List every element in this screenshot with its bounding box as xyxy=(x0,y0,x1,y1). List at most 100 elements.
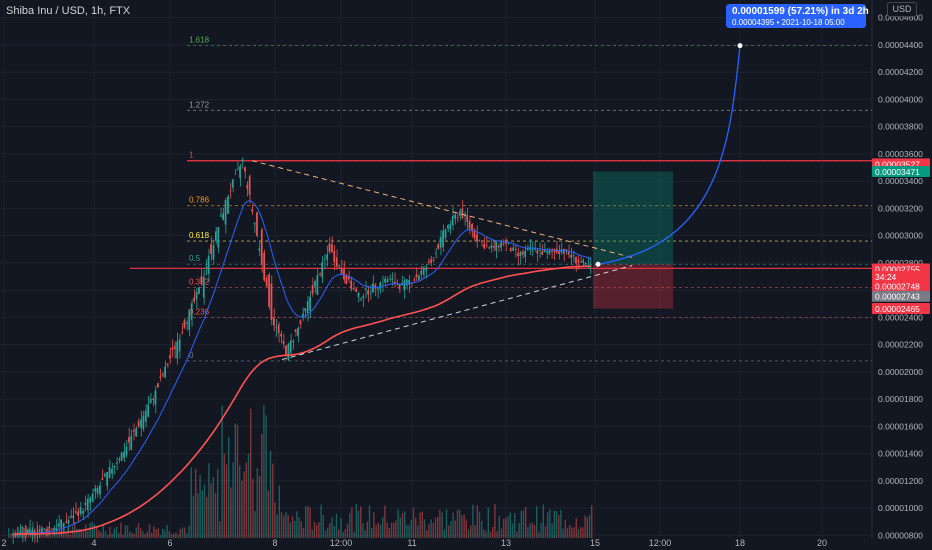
candle-body xyxy=(468,220,471,229)
candle-body xyxy=(311,285,314,294)
volume-bar xyxy=(296,511,298,538)
volume-bar xyxy=(439,509,441,538)
y-tick-label: 0.00001000 xyxy=(878,503,923,513)
position-target-zone xyxy=(593,171,673,265)
volume-bar xyxy=(192,495,195,538)
volume-bar xyxy=(8,528,10,538)
volume-bar xyxy=(368,505,371,538)
volume-bar xyxy=(153,526,155,538)
volume-bar xyxy=(85,524,87,538)
candle-body xyxy=(302,313,304,317)
volume-bar xyxy=(16,526,19,538)
volume-bar xyxy=(349,513,351,538)
candle-body xyxy=(207,255,210,274)
projection-change-label: 0.00001599 (57.21%) in 3d 2h xyxy=(732,6,869,17)
candle-body xyxy=(579,262,582,263)
volume-bar xyxy=(120,522,122,538)
y-tick-label: 0.00002000 xyxy=(878,367,923,377)
candle-body xyxy=(91,493,94,502)
volume-bar xyxy=(476,505,478,538)
candle-body xyxy=(118,459,121,460)
volume-bar xyxy=(173,533,175,538)
volume-bar xyxy=(201,490,203,538)
candle-body xyxy=(483,243,485,249)
volume-bar xyxy=(487,507,489,538)
candle-body xyxy=(306,301,309,314)
volume-bar xyxy=(56,531,58,538)
candle-body xyxy=(381,284,384,286)
fib-level-label: 0.618 xyxy=(189,231,210,240)
candle-body xyxy=(275,327,278,328)
candle-body xyxy=(389,278,391,280)
candle-body xyxy=(77,511,79,517)
candle-body xyxy=(444,229,447,238)
volume-bar xyxy=(327,527,329,538)
volume-bar xyxy=(87,531,89,538)
volume-bar xyxy=(225,464,228,538)
candle-body xyxy=(570,255,572,258)
fib-level-label: 1.272 xyxy=(189,100,210,109)
candle-body xyxy=(154,390,157,405)
volume-bar xyxy=(511,523,514,538)
candle-body xyxy=(164,366,166,378)
candle-body xyxy=(546,251,548,253)
volume-bar xyxy=(507,516,509,538)
candle-body xyxy=(188,309,191,330)
volume-bar xyxy=(144,534,146,538)
y-tick-label: 0.00002800 xyxy=(878,258,923,268)
candle-body xyxy=(282,341,285,345)
volume-bar xyxy=(289,522,291,538)
volume-bar xyxy=(311,529,313,538)
candle-body xyxy=(584,262,587,265)
volume-bar xyxy=(76,528,78,538)
y-tick-label: 0.00004600 xyxy=(878,13,923,23)
candle-body xyxy=(372,283,374,293)
projection-start-point xyxy=(595,261,601,267)
candle-body xyxy=(577,259,580,263)
candle-body xyxy=(331,244,333,253)
candle-body xyxy=(345,275,348,284)
candle-body xyxy=(299,320,302,325)
candle-body xyxy=(488,247,490,249)
candle-body xyxy=(183,320,186,328)
price-label-bg xyxy=(872,302,930,314)
candle-body xyxy=(304,308,307,312)
candle-body xyxy=(367,290,369,295)
volume-bar xyxy=(228,436,230,538)
candle-body xyxy=(215,231,217,241)
volume-bar xyxy=(566,527,569,538)
slow-moving-average xyxy=(13,265,591,535)
currency-button[interactable]: USD xyxy=(887,2,917,17)
candle-body xyxy=(280,333,282,337)
volume-bar xyxy=(210,483,212,538)
volume-bar xyxy=(423,519,426,538)
fast-moving-average xyxy=(13,200,591,535)
volume-bar xyxy=(140,528,142,538)
volume-bar xyxy=(588,515,591,538)
volume-bar xyxy=(100,531,102,538)
volume-bar xyxy=(564,519,566,538)
candle-body xyxy=(420,270,423,275)
candle-body xyxy=(99,485,101,495)
candle-body xyxy=(142,415,145,430)
volume-bar xyxy=(69,534,71,538)
candle-body xyxy=(234,173,237,175)
volume-bar xyxy=(384,505,386,538)
volume-bar xyxy=(426,530,428,538)
volume-bar xyxy=(82,531,85,538)
volume-bar xyxy=(261,434,263,538)
volume-bar xyxy=(520,510,522,538)
volume-bar xyxy=(30,532,32,538)
candle-body xyxy=(60,519,63,528)
volume-bar xyxy=(25,525,27,538)
candle-body xyxy=(82,510,84,514)
volume-bar xyxy=(465,519,467,538)
volume-bar xyxy=(146,531,148,538)
candle-body xyxy=(43,528,46,530)
volume-bar xyxy=(47,527,49,538)
volume-bar xyxy=(382,517,384,538)
volume-bar xyxy=(170,533,173,538)
candle-body xyxy=(376,288,379,290)
candle-body xyxy=(241,159,244,162)
